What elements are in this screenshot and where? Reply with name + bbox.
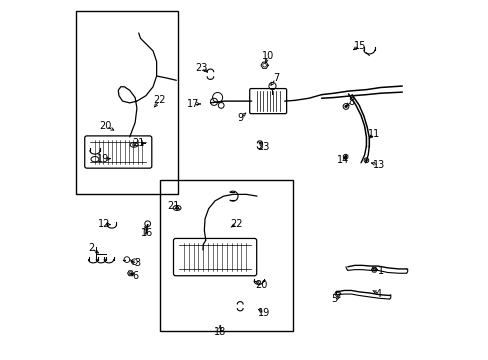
Text: 6: 6	[133, 271, 139, 281]
Text: 22: 22	[153, 95, 165, 105]
Text: 12: 12	[98, 219, 110, 229]
Ellipse shape	[130, 143, 138, 147]
Text: 15: 15	[353, 41, 366, 50]
Text: 21: 21	[132, 139, 144, 148]
Circle shape	[344, 156, 346, 158]
Text: 10: 10	[261, 51, 273, 61]
Text: 7: 7	[272, 73, 279, 83]
Text: 13: 13	[372, 160, 385, 170]
Text: 22: 22	[230, 219, 243, 229]
Text: 5: 5	[330, 294, 337, 304]
Bar	[76, 12, 178, 194]
Text: 23: 23	[195, 63, 207, 73]
Circle shape	[344, 105, 346, 108]
Text: 4: 4	[375, 289, 381, 299]
Text: 9: 9	[237, 113, 243, 123]
Text: 21: 21	[167, 201, 180, 211]
Text: 8: 8	[347, 97, 354, 107]
FancyBboxPatch shape	[84, 136, 151, 168]
Text: 20: 20	[100, 121, 112, 131]
Text: 19: 19	[258, 309, 270, 318]
Circle shape	[365, 159, 366, 161]
Text: 1: 1	[377, 266, 383, 276]
Text: 20: 20	[255, 280, 267, 290]
FancyBboxPatch shape	[173, 238, 256, 276]
Text: 23: 23	[257, 142, 269, 152]
Text: 19: 19	[97, 154, 109, 164]
Bar	[160, 180, 292, 330]
Text: 16: 16	[141, 228, 153, 238]
Text: 18: 18	[214, 327, 226, 337]
Text: 3: 3	[134, 258, 140, 268]
Text: 17: 17	[187, 99, 200, 109]
Text: 2: 2	[88, 243, 94, 253]
Text: 11: 11	[366, 129, 379, 139]
Ellipse shape	[173, 206, 181, 211]
FancyBboxPatch shape	[249, 89, 286, 114]
Text: 14: 14	[336, 155, 348, 165]
